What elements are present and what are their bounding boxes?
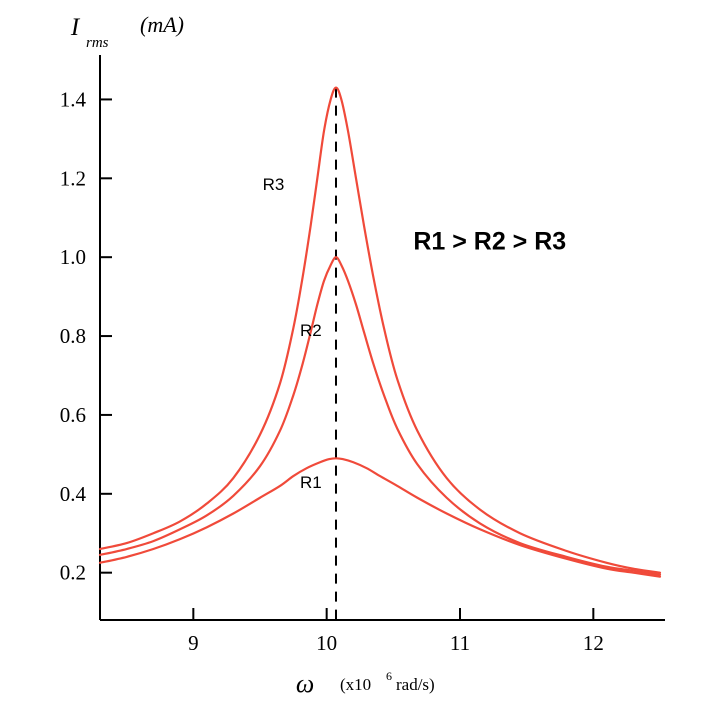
y-tick-label: 0.6 [60,403,86,427]
y-tick-label: 1.4 [60,87,87,111]
resonance-chart: 0.2 0.4 0.6 0.8 1.0 1.2 1.4 9 10 11 12 R3 R2 R1 R1 > R… [0,0,702,728]
y-tick-label: 0.8 [60,324,86,348]
svg-text:rad/s): rad/s) [396,675,435,694]
y-tick-label: 1.2 [60,166,86,190]
svg-text:(x10: (x10 [340,675,371,694]
inequality-annotation: R1 > R2 > R3 [413,227,566,255]
x-tick-label: 12 [583,631,604,655]
label-r2: R2 [300,321,322,340]
y-tick-label: 0.4 [60,482,87,506]
y-tick-label: 0.2 [60,561,86,585]
svg-text:rms: rms [86,35,109,51]
svg-text:(mA): (mA) [140,12,184,37]
svg-text:ω: ω [296,669,314,698]
label-r3: R3 [263,175,285,194]
x-tick-label: 9 [188,631,199,655]
x-tick-label: 10 [316,631,337,655]
svg-text:6: 6 [386,669,392,683]
x-tick-label: 11 [450,631,470,655]
y-tick-label: 1.0 [60,245,86,269]
chart-svg: 0.2 0.4 0.6 0.8 1.0 1.2 1.4 9 10 11 12 R3 R2 R1 R1 > R… [0,0,702,728]
label-r1: R1 [300,473,322,492]
chart-bg [0,0,702,728]
